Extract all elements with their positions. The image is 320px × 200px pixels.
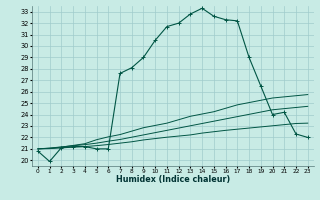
X-axis label: Humidex (Indice chaleur): Humidex (Indice chaleur)	[116, 175, 230, 184]
